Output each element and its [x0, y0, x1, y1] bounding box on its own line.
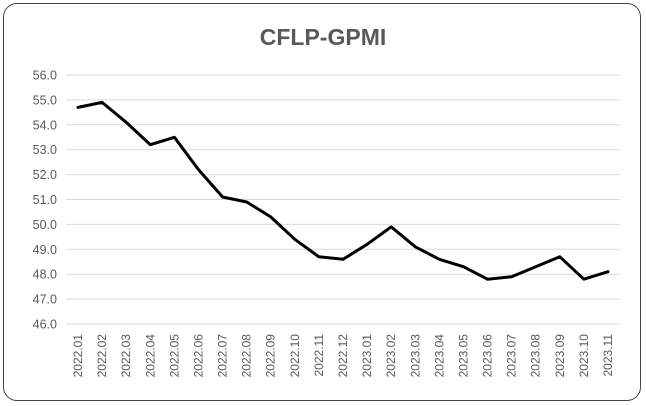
- series-line: [76, 100, 610, 281]
- x-tick-label: 2022.06: [191, 334, 205, 378]
- data-point: [486, 277, 489, 281]
- x-tick-label: 2023.06: [481, 334, 495, 378]
- data-point: [317, 255, 321, 258]
- x-tick-label: 2022.12: [336, 334, 350, 378]
- x-tick-label: 2022.07: [216, 334, 230, 378]
- x-tick-label: 2022.01: [71, 334, 85, 378]
- chart-title: CFLP-GPMI: [260, 24, 387, 50]
- y-tick-label: 51.0: [33, 193, 57, 207]
- x-tick-label: 2023.03: [408, 334, 422, 378]
- x-tick-label: 2022.10: [288, 334, 302, 378]
- x-tick-label: 2022.04: [143, 334, 157, 378]
- grid-layer: [66, 74, 620, 325]
- data-point: [125, 121, 128, 124]
- data-point: [269, 215, 272, 219]
- x-tick-label: 2023.11: [601, 334, 615, 377]
- y-tick-label: 53.0: [33, 143, 57, 157]
- data-point: [558, 255, 561, 258]
- y-tick-label: 54.0: [33, 118, 57, 132]
- y-tick-label: 55.0: [33, 93, 57, 107]
- x-axis-ticks: 2022.01 2022.02 2022.03 2022.04 2022.05 2022.…: [71, 334, 615, 378]
- data-point: [245, 200, 248, 204]
- data-point: [510, 275, 513, 278]
- series-layer: [76, 100, 610, 281]
- y-tick-label: 47.0: [33, 293, 57, 307]
- x-tick-label: 2022.09: [264, 334, 278, 378]
- data-point: [76, 106, 80, 109]
- x-tick-label: 2023.04: [432, 334, 446, 378]
- x-tick-label: 2022.03: [119, 334, 133, 378]
- data-point: [221, 195, 224, 199]
- x-tick-label: 2023.09: [553, 334, 567, 378]
- data-point: [389, 225, 393, 229]
- data-point: [100, 101, 104, 104]
- chart-frame: [3, 3, 641, 401]
- data-point: [149, 143, 152, 146]
- x-tick-label: 2023.08: [529, 334, 543, 378]
- y-tick-label: 49.0: [33, 243, 57, 257]
- data-point: [534, 265, 537, 268]
- y-tick-label: 46.0: [33, 318, 57, 332]
- data-point: [582, 277, 586, 281]
- x-tick-label: 2023.07: [505, 334, 519, 378]
- x-tick-label: 2023.05: [456, 334, 470, 378]
- y-tick-label: 48.0: [33, 268, 57, 282]
- x-tick-label: 2022.02: [95, 334, 109, 378]
- y-tick-label: 50.0: [33, 218, 57, 232]
- data-point: [606, 270, 610, 273]
- data-point: [438, 258, 441, 261]
- data-point: [293, 238, 297, 241]
- x-tick-label: 2023.01: [360, 334, 374, 378]
- x-tick-label: 2022.11: [312, 334, 326, 377]
- x-tick-label: 2022.08: [240, 334, 254, 378]
- y-axis-ticks: 46.0 47.0 48.0 49.0 50.0 51.0 52.0 53.0 54.0 55.0…: [33, 69, 57, 332]
- y-tick-label: 56.0: [33, 69, 57, 83]
- x-tick-label: 2023.02: [384, 334, 398, 378]
- data-point: [197, 168, 200, 171]
- y-tick-label: 52.0: [33, 168, 57, 182]
- x-tick-label: 2023.10: [577, 334, 591, 378]
- x-tick-label: 2022.05: [167, 334, 181, 378]
- data-point: [462, 265, 465, 268]
- data-point: [173, 136, 176, 139]
- data-point: [365, 243, 369, 246]
- data-point: [414, 245, 417, 249]
- data-point: [341, 258, 345, 261]
